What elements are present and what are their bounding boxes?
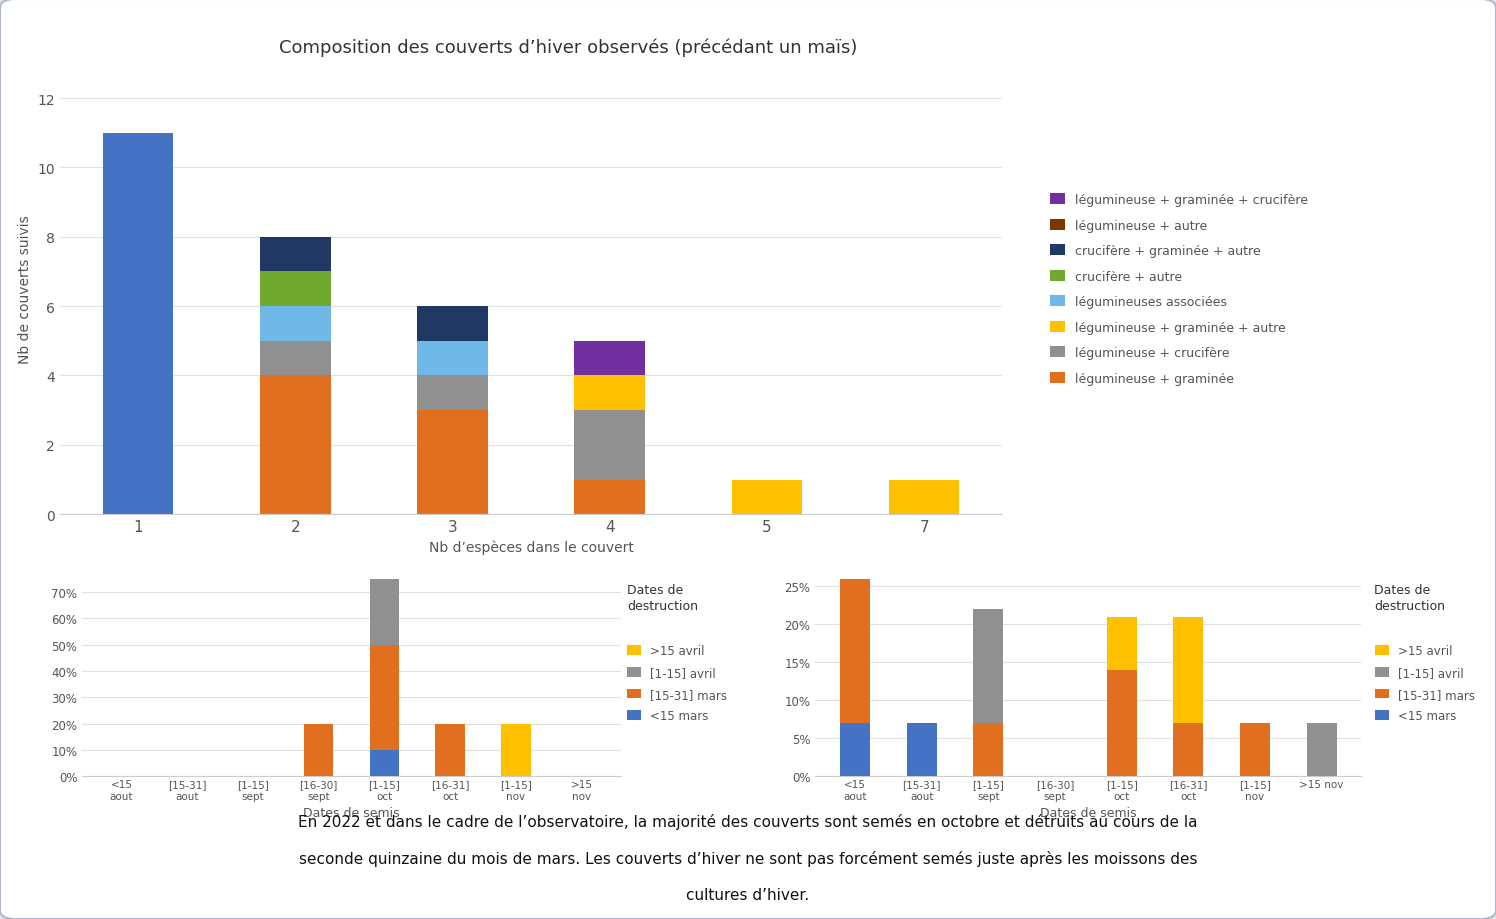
Bar [417, 307, 488, 342]
Bar [260, 237, 331, 272]
Bar [974, 723, 1004, 777]
Bar [417, 411, 488, 515]
Bar [435, 724, 465, 777]
Text: En 2022 et dans le cadre de l’observatoire, la majorité des couverts sont semés : En 2022 et dans le cadre de l’observatoi… [298, 813, 1198, 829]
X-axis label: Dates de semis: Dates de semis [1040, 807, 1137, 820]
Bar [417, 342, 488, 376]
Legend: >15 avril, [1-15] avril, [15-31] mars, <15 mars: >15 avril, [1-15] avril, [15-31] mars, <… [1375, 644, 1475, 722]
Bar [1306, 723, 1336, 777]
Bar [1173, 723, 1203, 777]
Bar [841, 723, 871, 777]
Bar [304, 724, 334, 777]
Bar [1107, 617, 1137, 670]
Bar [370, 487, 399, 513]
Bar [370, 750, 399, 777]
Bar [574, 342, 645, 376]
X-axis label: Nb d’espèces dans le couvert: Nb d’espèces dans le couvert [429, 540, 633, 554]
Text: seconde quinzaine du mois de mars. Les couverts d’hiver ne sont pas forcément se: seconde quinzaine du mois de mars. Les c… [299, 850, 1197, 866]
Y-axis label: Nb de couverts suivis: Nb de couverts suivis [18, 215, 31, 364]
Bar [841, 563, 871, 723]
Bar [574, 411, 645, 480]
Bar [732, 480, 802, 515]
Bar [370, 513, 399, 645]
Bar [574, 376, 645, 411]
Bar [974, 609, 1004, 723]
Bar [260, 307, 331, 342]
Bar [889, 480, 959, 515]
Bar [370, 645, 399, 750]
Bar [260, 272, 331, 307]
Bar [260, 376, 331, 515]
Text: cultures d’hiver.: cultures d’hiver. [687, 887, 809, 902]
Bar [1107, 670, 1137, 777]
Bar [907, 723, 936, 777]
Bar [501, 724, 531, 777]
Text: Nb de couverts observés suivant une culture d’hiver : 14: Nb de couverts observés suivant une cult… [857, 529, 1373, 544]
Bar [103, 133, 174, 515]
X-axis label: Dates de semis: Dates de semis [304, 807, 399, 820]
Legend: légumineuse + graminée + crucifère, légumineuse + autre, crucifère + graminée + : légumineuse + graminée + crucifère, légu… [1046, 190, 1312, 389]
Bar [574, 480, 645, 515]
Bar [1240, 723, 1270, 777]
Bar [260, 342, 331, 376]
Text: Composition des couverts d’hiver observés (précédant un maïs): Composition des couverts d’hiver observé… [280, 39, 857, 57]
Text: Dates de
destruction: Dates de destruction [1375, 583, 1445, 612]
Bar [417, 376, 488, 411]
Text: Nb de couverts observés suivant une culture de printemps : 15: Nb de couverts observés suivant une cult… [106, 528, 679, 545]
Legend: >15 avril, [1-15] avril, [15-31] mars, <15 mars: >15 avril, [1-15] avril, [15-31] mars, <… [627, 644, 727, 722]
Text: Dates de
destruction: Dates de destruction [627, 583, 699, 612]
Bar [1173, 617, 1203, 723]
